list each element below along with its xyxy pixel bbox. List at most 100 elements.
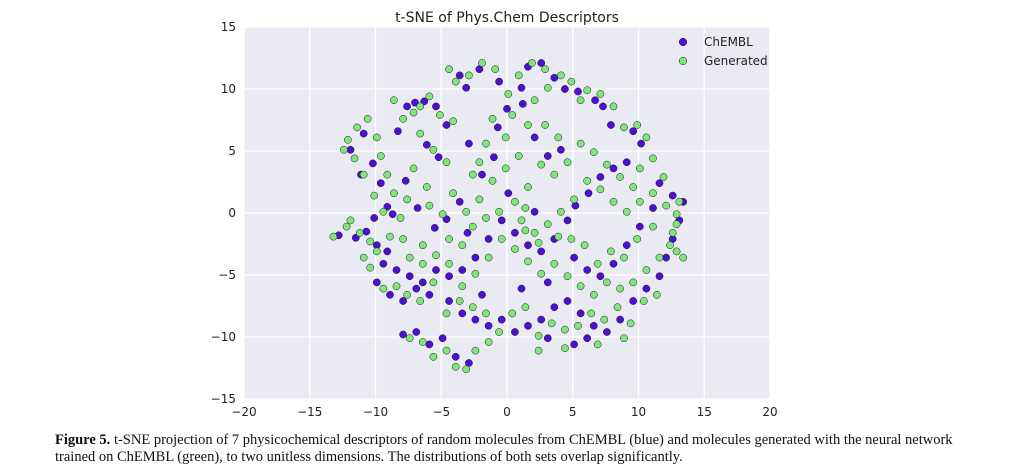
point-chembl-56 xyxy=(379,259,388,268)
point-chembl-50 xyxy=(458,266,467,274)
point-chembl-44 xyxy=(537,247,546,256)
point-generated-32 xyxy=(468,222,477,231)
point-generated-18 xyxy=(425,92,434,101)
point-generated-64 xyxy=(563,158,572,167)
point-chembl-21 xyxy=(463,228,472,237)
point-generated-80 xyxy=(662,201,670,210)
point-chembl-89 xyxy=(596,272,605,281)
point-generated-138 xyxy=(484,338,493,346)
point-generated-7 xyxy=(372,133,381,142)
point-generated-21 xyxy=(416,129,425,138)
point-chembl-45 xyxy=(524,241,532,250)
point-chembl-66 xyxy=(497,315,506,324)
point-generated-51 xyxy=(583,86,592,95)
point-chembl-76 xyxy=(629,297,638,305)
point-chembl-28 xyxy=(537,59,546,67)
point-generated-38 xyxy=(482,139,490,148)
point-chembl-8 xyxy=(394,127,402,136)
x-tick-label-1: −15 xyxy=(297,405,322,419)
point-generated-133 xyxy=(442,346,451,355)
series-generated xyxy=(329,59,688,374)
point-generated-167 xyxy=(580,241,589,250)
point-chembl-84 xyxy=(655,179,664,188)
caption-label: Figure 5. xyxy=(55,432,111,448)
point-generated-135 xyxy=(418,338,427,346)
point-chembl-5 xyxy=(376,179,385,188)
point-chembl-38 xyxy=(609,164,618,173)
point-generated-134 xyxy=(429,352,438,361)
point-chembl-78 xyxy=(655,272,664,281)
y-tick-label-0: −15 xyxy=(211,392,236,406)
point-generated-145 xyxy=(465,71,473,80)
point-generated-168 xyxy=(567,235,576,243)
point-generated-1 xyxy=(342,222,351,231)
point-generated-19 xyxy=(436,111,444,119)
point-generated-81 xyxy=(672,220,681,229)
point-chembl-72 xyxy=(576,309,585,318)
point-generated-31 xyxy=(475,195,484,204)
point-generated-172 xyxy=(458,241,467,250)
point-generated-141 xyxy=(593,340,602,349)
point-generated-103 xyxy=(392,282,401,291)
point-generated-126 xyxy=(653,290,661,299)
point-generated-69 xyxy=(517,216,526,225)
point-generated-149 xyxy=(541,121,549,129)
point-generated-156 xyxy=(346,216,355,225)
point-chembl-95 xyxy=(451,352,460,361)
point-chembl-32 xyxy=(591,96,599,105)
point-chembl-41 xyxy=(571,201,580,210)
point-generated-114 xyxy=(495,328,503,336)
point-generated-12 xyxy=(379,207,388,216)
point-generated-166 xyxy=(593,259,602,268)
point-generated-140 xyxy=(561,344,569,353)
point-generated-48 xyxy=(557,71,565,80)
point-chembl-17 xyxy=(413,204,422,212)
point-generated-146 xyxy=(478,59,486,67)
point-generated-95 xyxy=(497,235,506,243)
point-chembl-112 xyxy=(346,145,355,154)
point-chembl-23 xyxy=(490,153,498,162)
point-chembl-36 xyxy=(637,139,645,148)
point-generated-109 xyxy=(429,278,438,287)
point-chembl-16 xyxy=(401,176,410,185)
point-generated-93 xyxy=(524,257,532,266)
point-generated-110 xyxy=(442,309,451,318)
point-generated-116 xyxy=(521,303,530,312)
point-chembl-47 xyxy=(497,216,506,225)
point-chembl-58 xyxy=(386,290,394,299)
point-generated-35 xyxy=(501,164,510,173)
point-generated-148 xyxy=(504,90,513,98)
point-chembl-3 xyxy=(359,129,368,138)
point-generated-82 xyxy=(666,241,674,250)
point-generated-24 xyxy=(409,164,418,173)
point-chembl-73 xyxy=(589,321,598,330)
point-chembl-91 xyxy=(570,253,578,262)
point-chembl-42 xyxy=(563,216,572,225)
point-generated-157 xyxy=(521,204,530,212)
point-chembl-34 xyxy=(607,121,615,129)
point-chembl-102 xyxy=(570,340,578,349)
point-chembl-110 xyxy=(543,152,552,160)
point-generated-63 xyxy=(576,139,585,148)
point-generated-62 xyxy=(589,148,598,157)
point-chembl-10 xyxy=(411,98,419,107)
point-chembl-88 xyxy=(609,259,618,268)
point-generated-58 xyxy=(635,164,644,173)
point-generated-160 xyxy=(675,197,684,206)
point-generated-5 xyxy=(353,123,361,132)
point-generated-27 xyxy=(425,201,434,210)
point-generated-0 xyxy=(329,232,338,241)
point-generated-118 xyxy=(547,319,556,328)
point-generated-79 xyxy=(649,189,657,198)
point-generated-151 xyxy=(350,154,359,163)
point-generated-42 xyxy=(524,121,532,129)
point-chembl-53 xyxy=(418,278,427,287)
point-chembl-24 xyxy=(493,123,502,132)
point-chembl-20 xyxy=(455,197,464,206)
point-generated-129 xyxy=(672,210,681,219)
point-generated-50 xyxy=(576,96,585,105)
point-chembl-55 xyxy=(392,266,401,274)
point-generated-131 xyxy=(451,362,460,371)
